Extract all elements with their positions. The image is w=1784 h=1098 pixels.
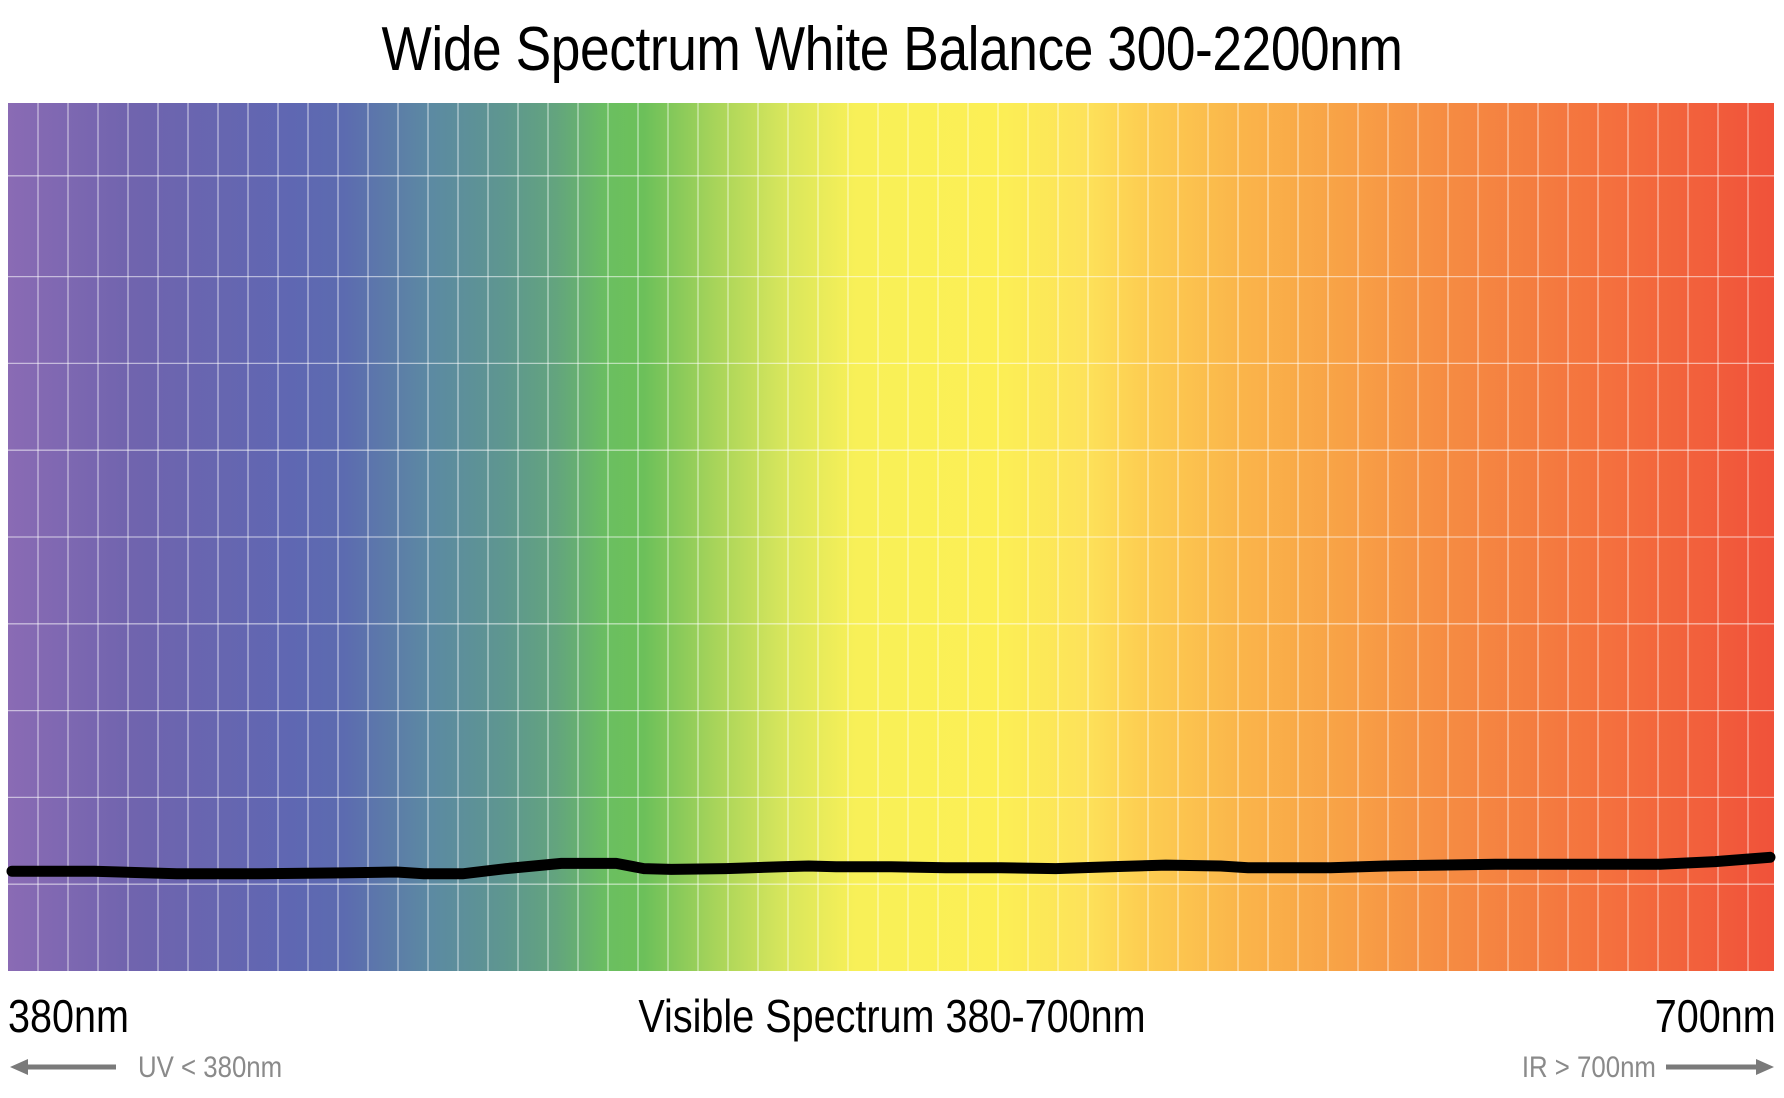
x-axis-start-label: 380nm — [8, 990, 129, 1042]
x-axis-label: Visible Spectrum 380-700nm — [638, 990, 1146, 1042]
series-layer — [6, 851, 1776, 880]
chart-title: Wide Spectrum White Balance 300-2200nm — [381, 15, 1403, 84]
series-line-0 — [6, 851, 1776, 880]
arrows — [10, 1059, 1774, 1075]
grid-lines — [8, 103, 1774, 971]
ir-note: IR > 700nm — [1521, 1051, 1656, 1084]
uv-note: UV < 380nm — [138, 1051, 283, 1084]
uv-arrow-head-icon — [10, 1059, 28, 1075]
x-axis-end-label: 700nm — [1655, 990, 1776, 1042]
ir-arrow-head-icon — [1756, 1059, 1774, 1075]
